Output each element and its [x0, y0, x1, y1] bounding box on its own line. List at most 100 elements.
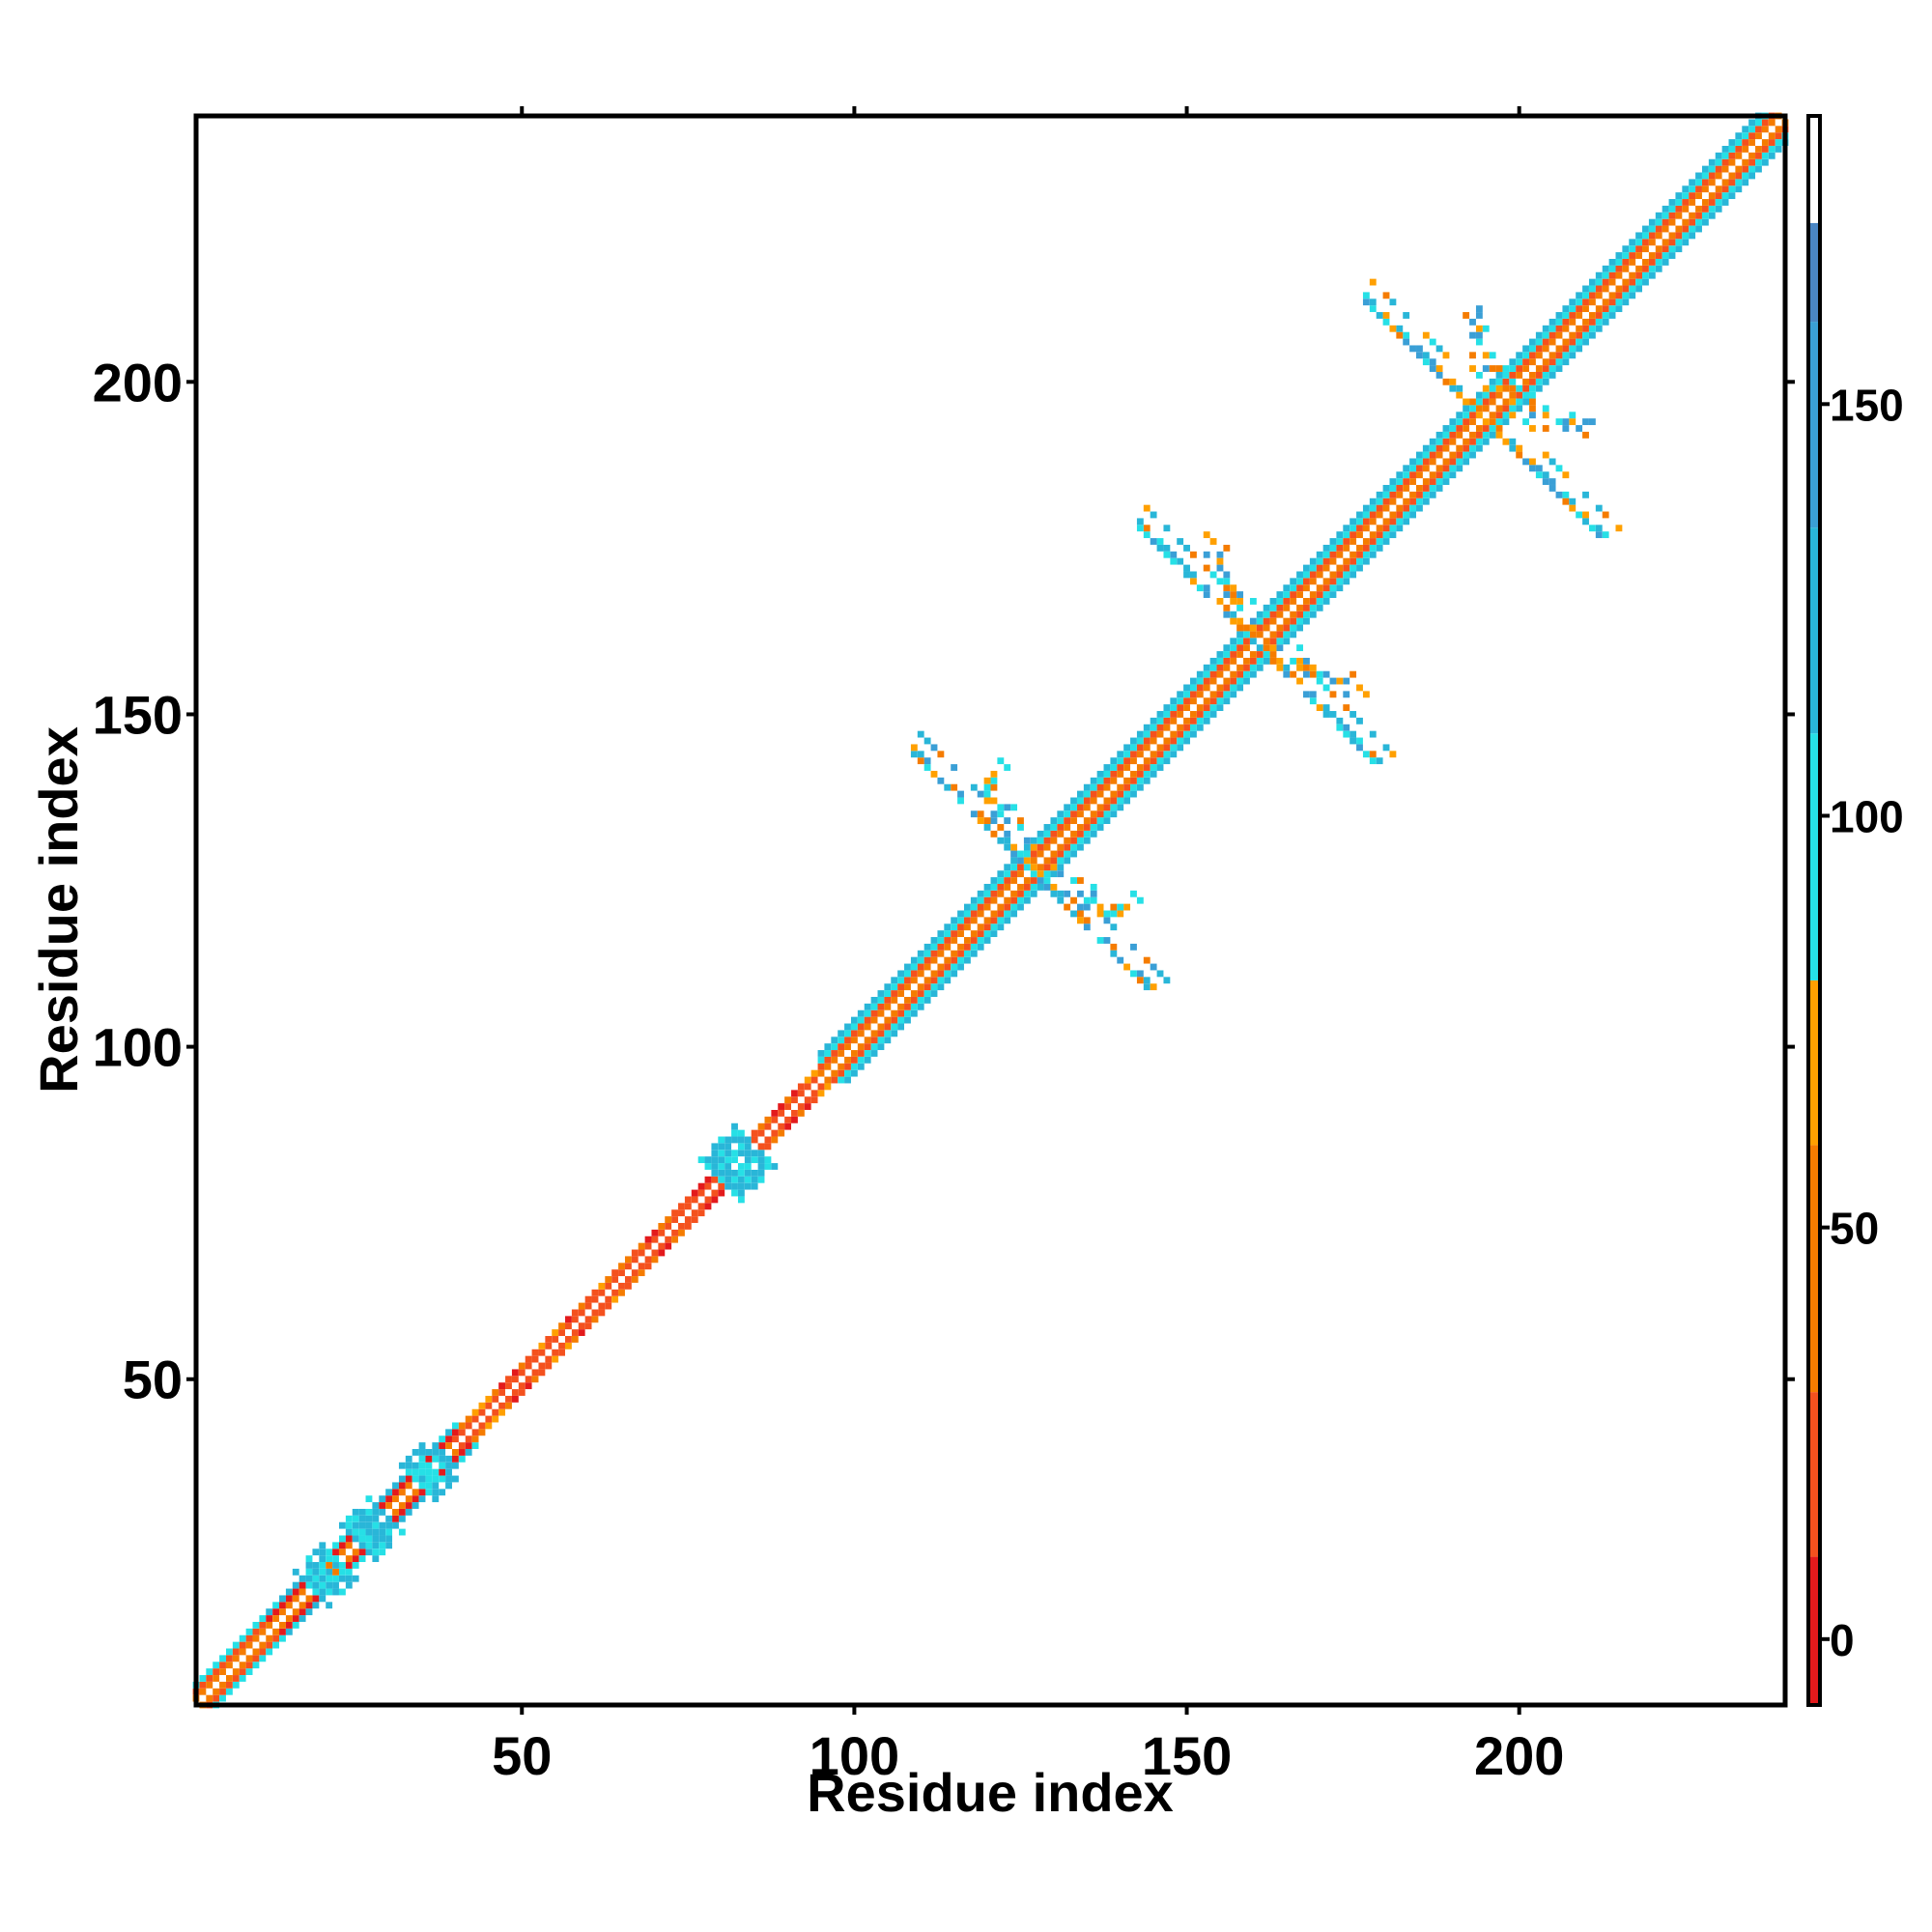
heatmap-cell — [279, 1595, 286, 1603]
heatmap-cell — [1422, 485, 1430, 492]
heatmap-cell — [1542, 372, 1549, 379]
colorbar-segment — [1808, 1145, 1820, 1393]
heatmap-cell — [1715, 192, 1722, 200]
heatmap-cell — [864, 1056, 871, 1064]
heatmap-cell — [1043, 864, 1051, 871]
heatmap-cell — [983, 777, 991, 784]
heatmap-cell — [1356, 525, 1363, 532]
heatmap-cell — [891, 977, 898, 984]
heatmap-cell — [1562, 471, 1570, 479]
heatmap-cell — [266, 1621, 273, 1629]
heatmap-cell — [870, 1037, 878, 1044]
heatmap-cell — [1416, 504, 1423, 512]
heatmap-cell — [724, 1163, 732, 1170]
heatmap-cell — [1542, 365, 1549, 372]
heatmap-cell — [844, 1063, 851, 1070]
heatmap-cell — [1562, 497, 1570, 505]
heatmap-cell — [492, 1395, 499, 1403]
heatmap-cell — [1096, 810, 1104, 818]
heatmap-cell — [917, 956, 924, 964]
heatmap-cell — [445, 1468, 452, 1476]
heatmap-cell — [963, 923, 971, 931]
heatmap-cell — [1409, 471, 1416, 479]
heatmap-cell — [1555, 345, 1563, 353]
heatmap-cell — [891, 996, 898, 1004]
heatmap-cell — [1322, 544, 1330, 552]
heatmap-cell — [951, 923, 958, 931]
heatmap-cell — [385, 1502, 393, 1509]
heatmap-cell — [838, 1043, 845, 1051]
heatmap-cell — [1004, 764, 1011, 771]
heatmap-cell — [1416, 491, 1423, 498]
heatmap-cell — [1223, 697, 1231, 705]
heatmap-cell — [1203, 591, 1210, 598]
heatmap-cell — [1682, 185, 1690, 193]
heatmap-cell — [997, 890, 1005, 897]
heatmap-cell — [1768, 145, 1776, 153]
heatmap-cell — [824, 1083, 832, 1091]
heatmap-cell — [1403, 497, 1410, 505]
heatmap-cell — [884, 990, 892, 997]
heatmap-cell — [1748, 165, 1756, 173]
heatmap-cell — [1130, 783, 1137, 791]
heatmap-cell — [1010, 870, 1018, 878]
heatmap-cell — [744, 1163, 752, 1170]
heatmap-cell — [724, 1176, 732, 1183]
heatmap-cell — [824, 1076, 832, 1084]
heatmap-cell — [624, 1282, 632, 1290]
heatmap-cell — [917, 970, 924, 978]
heatmap-cell — [1622, 285, 1630, 293]
heatmap-cell — [990, 817, 998, 824]
heatmap-cell — [571, 1309, 579, 1317]
heatmap-cell — [412, 1489, 419, 1496]
heatmap-cell — [1057, 896, 1065, 904]
heatmap-cell — [1290, 578, 1297, 585]
heatmap-cell — [824, 1043, 832, 1051]
heatmap-cell — [731, 1150, 738, 1157]
heatmap-cell — [1070, 896, 1077, 904]
heatmap-cell — [1435, 438, 1443, 445]
heatmap-cell — [1064, 857, 1071, 865]
heatmap-cell — [1196, 670, 1204, 678]
heatmap-cell — [1576, 312, 1583, 319]
heatmap-cell — [1196, 711, 1204, 718]
heatmap-cell — [358, 1535, 366, 1543]
heatmap-cell — [1350, 551, 1357, 558]
heatmap-cell — [1309, 691, 1317, 698]
heatmap-cell — [1316, 591, 1323, 598]
heatmap-cell — [1376, 757, 1383, 765]
heatmap-cell — [1064, 837, 1071, 844]
heatmap-cell — [1230, 644, 1237, 652]
heatmap-cell — [737, 1176, 745, 1183]
heatmap-cell — [904, 1003, 911, 1010]
heatmap-cell — [252, 1634, 260, 1642]
heatmap-cell — [1076, 890, 1084, 897]
heatmap-cell — [737, 1129, 745, 1137]
heatmap-cell — [1283, 591, 1291, 598]
heatmap-cell — [737, 1189, 745, 1197]
heatmap-cell — [252, 1628, 260, 1635]
heatmap-cell — [990, 890, 998, 897]
heatmap-cell — [298, 1588, 306, 1596]
heatmap-cell — [1502, 365, 1510, 372]
heatmap-cell — [1435, 431, 1443, 439]
heatmap-cell — [1329, 538, 1337, 545]
heatmap-cell — [1256, 624, 1264, 632]
heatmap-cell — [1495, 391, 1503, 399]
colorbar-tick-label: 100 — [1830, 791, 1904, 841]
heatmap-cell — [1369, 751, 1377, 758]
heatmap-cell — [292, 1568, 299, 1576]
heatmap-cell — [1037, 870, 1044, 878]
heatmap-cell — [1150, 757, 1157, 765]
heatmap-cell — [877, 1043, 885, 1051]
heatmap-cell — [1569, 352, 1577, 359]
heatmap-cell — [1535, 471, 1543, 479]
heatmap-cell — [678, 1203, 685, 1210]
heatmap-cell — [1336, 538, 1344, 545]
heatmap-cell — [1130, 777, 1137, 784]
heatmap-cell — [963, 903, 971, 911]
heatmap-cell — [1283, 617, 1291, 625]
heatmap-cell — [884, 996, 892, 1004]
heatmap-cell — [1150, 764, 1157, 771]
heatmap-cell — [1309, 664, 1317, 671]
